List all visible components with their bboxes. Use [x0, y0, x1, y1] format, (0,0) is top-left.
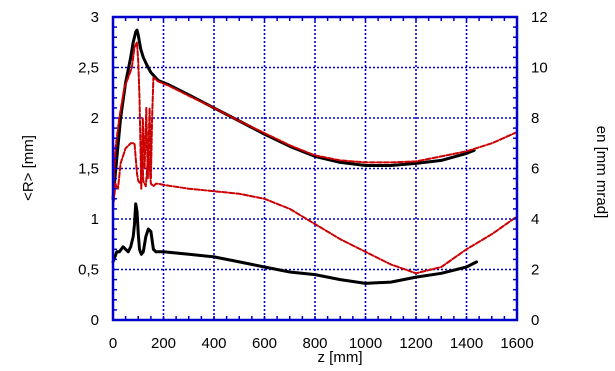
left-y-tick-label: 2 — [91, 110, 99, 127]
x-tick-label: 200 — [151, 335, 176, 352]
left-y-tick-label: 1,5 — [78, 161, 99, 178]
right-y-tick-label: 2 — [531, 262, 539, 279]
left-y-tick-label: 0,5 — [78, 262, 99, 279]
right-y-tick-label: 0 — [531, 312, 539, 329]
x-tick-label: 1400 — [450, 335, 483, 352]
series-line-4 — [112, 142, 518, 275]
series-line-2 — [112, 41, 518, 200]
tick-labels: 0 200 400 600 800 1000 1200 1400 1600 0 0,5 1 1,5 2 2,… — [78, 9, 548, 352]
x-tick-label: 1000 — [349, 335, 382, 352]
grid-lines — [113, 17, 517, 320]
x-tick-label: 800 — [302, 335, 327, 352]
x-tick-label: 1200 — [399, 335, 432, 352]
right-y-tick-label: 4 — [531, 211, 539, 228]
series-line-3 — [111, 202, 479, 285]
x-tick-label: 600 — [252, 335, 277, 352]
right-y-tick-label: 10 — [531, 60, 548, 77]
left-y-tick-label: 1 — [91, 211, 99, 228]
left-y-tick-label: 3 — [91, 9, 99, 26]
series-line-1 — [111, 28, 476, 201]
tick-marks — [112, 16, 518, 321]
left-y-tick-label: 2,5 — [78, 60, 99, 77]
x-axis-title: z [mm] — [318, 349, 363, 366]
x-tick-label: 1600 — [500, 335, 533, 352]
left-y-axis-title: <R> [mm] — [20, 135, 37, 201]
right-y-tick-label: 6 — [531, 161, 539, 178]
left-y-tick-label: 0 — [91, 312, 99, 329]
right-y-tick-label: 12 — [531, 9, 548, 26]
right-y-axis-title: en [mm mrad] — [593, 126, 610, 219]
series-group — [111, 28, 518, 285]
right-y-tick-label: 8 — [531, 110, 539, 127]
x-tick-label: 0 — [109, 335, 117, 352]
x-tick-label: 400 — [201, 335, 226, 352]
